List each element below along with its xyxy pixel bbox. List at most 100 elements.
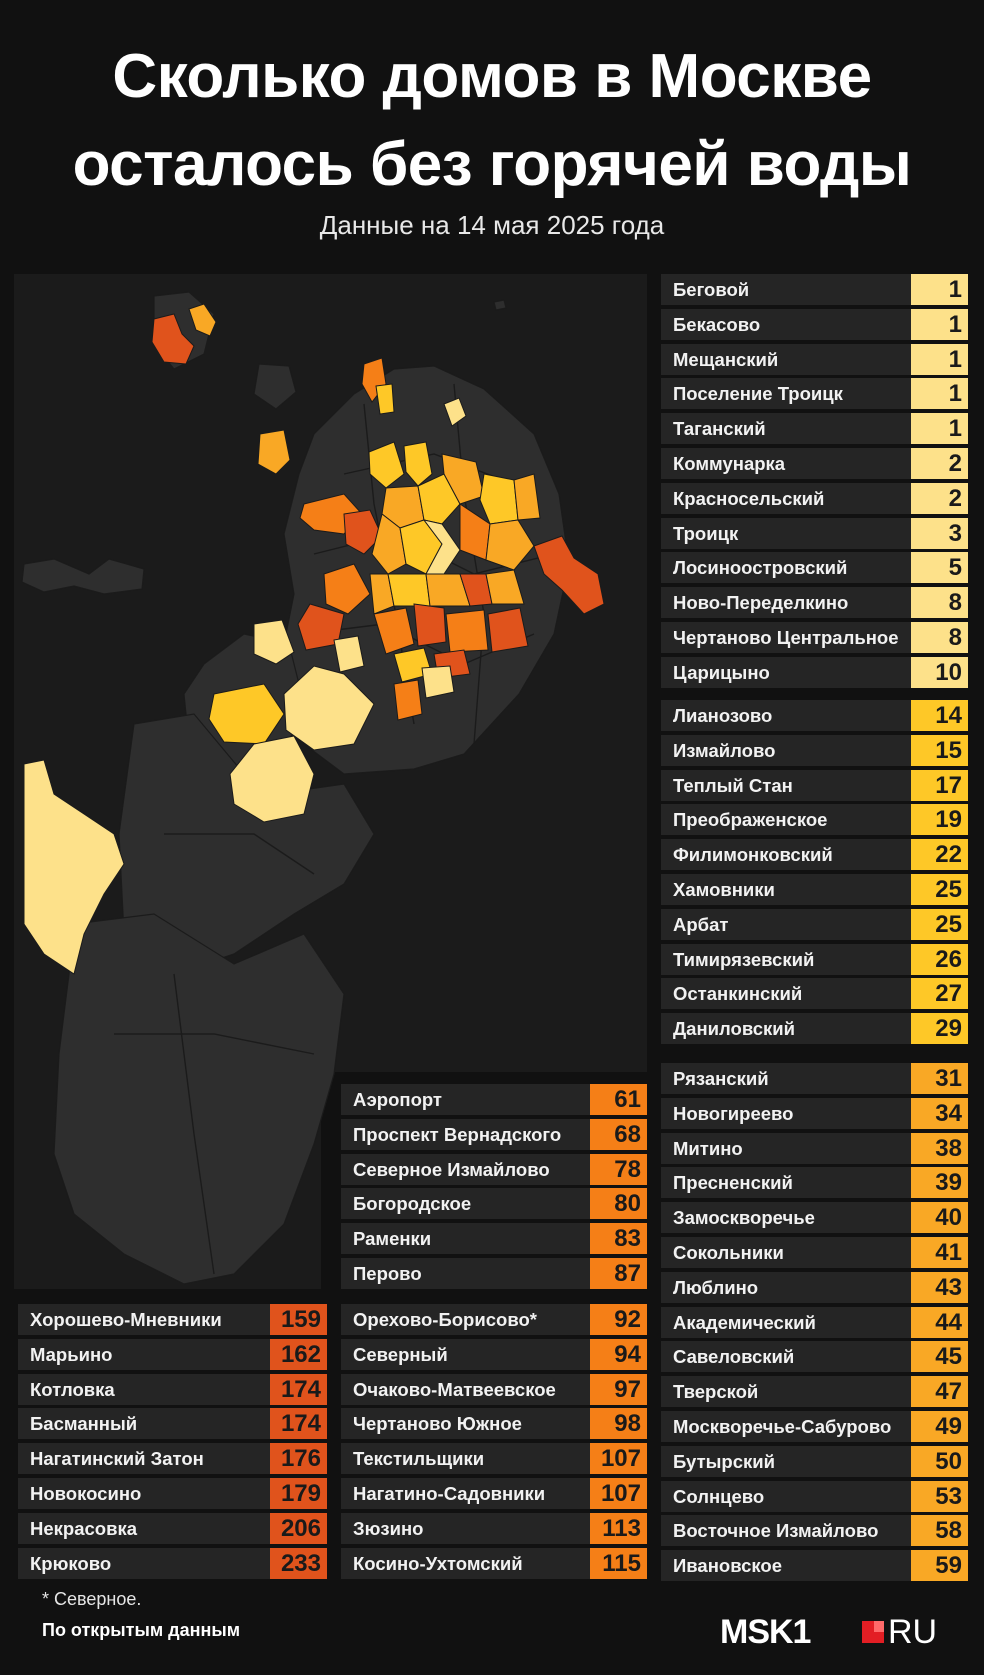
district-name: Хорошево-Мневники: [30, 1309, 222, 1330]
houses-count: 78: [590, 1153, 647, 1185]
list-row: Орехово-Борисово* 92: [341, 1304, 647, 1335]
houses-count: 115: [590, 1547, 647, 1579]
map-west-exclave: [21, 558, 145, 595]
district-name: Троицк: [673, 522, 739, 544]
list-row: Котловка 174: [18, 1373, 327, 1405]
district-name: Марьино: [30, 1343, 113, 1365]
map-district-kommunarka: [229, 735, 315, 823]
list-row: Бутырский 50: [661, 1445, 968, 1477]
houses-count: 25: [911, 874, 968, 905]
district-name: Ново-Переделкино: [673, 592, 849, 614]
houses-count: 92: [590, 1304, 647, 1335]
list-row: Сокольники 41: [661, 1237, 968, 1268]
district-name: Поселение Троицк: [673, 383, 843, 405]
houses-count: 27: [911, 978, 968, 1010]
list-row: Восточное Измайлово 58: [661, 1515, 968, 1547]
houses-count: 45: [911, 1341, 968, 1373]
district-name: Даниловский: [673, 1018, 796, 1040]
list-row: Очаково-Матвеевское 97: [341, 1373, 647, 1405]
map-district-center-2: [417, 473, 461, 525]
map-district-south-4: [445, 609, 489, 653]
list-row: Чертаново Южное 98: [341, 1408, 647, 1440]
map-district-north-3: [443, 397, 467, 427]
district-name: Зюзино: [353, 1517, 424, 1539]
list-row: Аэропорт 61: [341, 1084, 647, 1115]
district-name: Солнцево: [673, 1485, 765, 1507]
district-name: Коммунарка: [673, 453, 786, 474]
houses-count: 25: [911, 908, 968, 940]
map-district-filimonkovsky: [23, 759, 125, 975]
map-district-east-5: [485, 519, 535, 571]
list-row: Даниловский 29: [661, 1013, 968, 1045]
houses-count: 34: [911, 1097, 968, 1129]
district-name: Орехово-Борисово*: [353, 1309, 537, 1330]
houses-count: 31: [911, 1063, 968, 1094]
district-name: Лосиноостровский: [673, 557, 848, 579]
houses-count: 206: [270, 1512, 327, 1544]
district-name: Пресненский: [673, 1172, 793, 1194]
district-name: Бекасово: [673, 313, 761, 335]
source-note: По открытым данным: [42, 1620, 241, 1640]
map-district-solntsevo: [253, 619, 295, 665]
houses-count: 19: [911, 804, 968, 836]
houses-count: 40: [911, 1202, 968, 1234]
district-name: Останкинский: [673, 983, 803, 1005]
map-district-center-north-1: [368, 441, 405, 489]
list-row: Ивановское 59: [661, 1550, 968, 1582]
list-row: Хамовники 25: [661, 874, 968, 905]
district-name: Восточное Измайлово: [673, 1520, 879, 1542]
houses-count: 98: [590, 1408, 647, 1440]
houses-count: 1: [911, 274, 968, 305]
houses-count: 59: [911, 1550, 968, 1582]
houses-count: 58: [911, 1515, 968, 1547]
list-row: Хорошево-Мневники 159: [18, 1304, 327, 1335]
map-district-center-7: [387, 573, 431, 607]
district-name: Новокосино: [30, 1483, 142, 1504]
district-name: Крюково: [30, 1552, 112, 1574]
map-district-center-3: [371, 513, 407, 575]
houses-count: 68: [590, 1118, 647, 1150]
district-name: Филимонковский: [673, 844, 833, 866]
district-name: Басманный: [30, 1413, 138, 1435]
district-name: Измайлово: [673, 739, 776, 761]
district-name: Котловка: [30, 1378, 115, 1400]
map-district-east-3: [513, 473, 541, 521]
map-district-south-9: [393, 679, 423, 721]
district-name: Тверской: [673, 1381, 759, 1403]
map-district-center-north-2: [403, 441, 433, 487]
district-name: Аэропорт: [353, 1089, 442, 1110]
district-name: Таганский: [673, 418, 766, 440]
list-row: Солнцево 53: [661, 1480, 968, 1512]
houses-count: 8: [911, 622, 968, 653]
list-row: Зюзино 113: [341, 1512, 647, 1544]
district-name: Рязанский: [673, 1068, 769, 1089]
map-north-exclave: [253, 363, 297, 410]
list-row: Ново-Переделкино 8: [661, 587, 968, 619]
houses-count: 94: [590, 1338, 647, 1370]
list-row: Коммунарка 2: [661, 448, 968, 479]
list-row: Троицк 3: [661, 517, 968, 549]
district-name: Раменки: [353, 1228, 432, 1250]
district-name: Митино: [673, 1137, 743, 1159]
district-name: Хамовники: [673, 879, 775, 900]
list-row: Митино 38: [661, 1132, 968, 1164]
district-name: Новогиреево: [673, 1102, 794, 1124]
district-name: Красносельский: [673, 487, 825, 509]
list-row: Басманный 174: [18, 1408, 327, 1440]
houses-count: 174: [270, 1373, 327, 1405]
list-row: Арбат 25: [661, 908, 968, 940]
houses-count: 113: [590, 1512, 647, 1544]
logo-square-accent: [874, 1621, 884, 1632]
houses-count: 1: [911, 378, 968, 410]
district-name: Беговой: [673, 279, 750, 300]
list-row: Тверской 47: [661, 1376, 968, 1408]
district-name: Замоскворечье: [673, 1207, 815, 1229]
houses-count: 50: [911, 1445, 968, 1477]
list-row: Новогиреево 34: [661, 1097, 968, 1129]
houses-count: 61: [590, 1084, 647, 1115]
district-name: Перово: [353, 1263, 422, 1284]
district-name: Сокольники: [673, 1242, 784, 1263]
district-name: Люблино: [673, 1276, 759, 1298]
houses-count: 1: [911, 413, 968, 445]
list-row: Бекасово 1: [661, 308, 968, 340]
